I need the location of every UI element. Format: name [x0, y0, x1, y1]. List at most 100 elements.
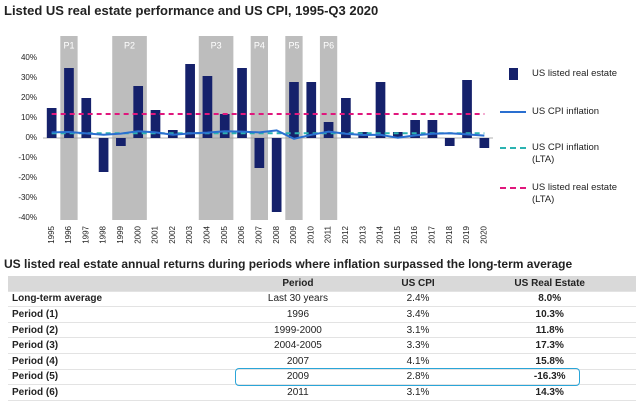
table-cell: 3.1%	[372, 322, 464, 339]
header-cell	[8, 276, 224, 292]
x-tick-label: 2009	[289, 225, 298, 243]
table-cell: 1999-2000	[223, 322, 373, 339]
header-cell: US CPI	[372, 276, 464, 292]
x-tick-label: 1999	[116, 225, 125, 243]
bar	[271, 138, 282, 212]
table-cell: 8.0%	[463, 291, 636, 308]
line	[51, 129, 485, 140]
y-tick-label: 30%	[21, 73, 37, 82]
bar	[254, 138, 265, 168]
bar	[202, 76, 213, 138]
legend-marker	[500, 147, 526, 149]
table-cell: Last 30 years	[223, 291, 373, 308]
bar	[306, 82, 317, 138]
table-cell: 14.3%	[463, 384, 636, 401]
x-tick-label: 1997	[81, 225, 90, 243]
period-label: P1	[63, 40, 74, 50]
x-tick-label: 2017	[428, 225, 437, 243]
y-tick-label: 10%	[21, 113, 37, 122]
table-cell: 1996	[223, 306, 373, 323]
x-tick-label: 2010	[306, 225, 315, 243]
table-cell: 2.4%	[372, 291, 464, 308]
legend-item: US CPI inflation	[500, 106, 622, 118]
x-tick-label: 2014	[376, 225, 385, 243]
bar	[444, 138, 455, 146]
x-tick-label: 2002	[168, 225, 177, 243]
legend-label: US CPI inflation	[532, 106, 600, 117]
table-row: Period (6) 2011 3.1% 14.3%	[8, 384, 636, 401]
table-row: Period (2) 1999-2000 3.1% 11.8%	[8, 322, 636, 339]
table-cell: 3.4%	[372, 306, 464, 323]
legend-label: US listed real estate	[532, 68, 618, 79]
x-tick-label: 2015	[393, 225, 402, 243]
y-tick-label: 20%	[21, 93, 37, 102]
chart-title: Listed US real estate performance and US…	[4, 3, 379, 18]
period-label: P6	[323, 40, 334, 50]
table-row: Period (3) 2004-2005 3.3% 17.3%	[8, 337, 636, 354]
table-cell: 4.1%	[372, 353, 464, 370]
bar	[341, 98, 351, 138]
x-tick-label: 2003	[185, 225, 194, 243]
table-cell: 10.3%	[463, 306, 636, 323]
legend-swatch	[500, 142, 526, 154]
x-tick-label: 2004	[203, 225, 212, 243]
table-cell: 2.8%	[372, 369, 464, 386]
legend-marker	[500, 111, 526, 113]
legend-swatch	[500, 106, 526, 118]
table-cell: 11.8%	[463, 322, 636, 339]
x-tick-label: 2018	[445, 225, 454, 243]
table-cell: -16.3%	[463, 369, 636, 386]
table-cell: 3.3%	[372, 337, 464, 354]
table-cell: Period (4)	[8, 353, 224, 370]
table-row: Period (5) 2009 2.8% -16.3%	[8, 369, 636, 386]
legend-item: US listed real estate	[500, 68, 622, 80]
bar	[46, 108, 57, 138]
x-tick-label: 2001	[151, 225, 160, 243]
bar	[81, 98, 92, 138]
table-cell: 2009	[223, 369, 373, 386]
bar	[410, 120, 420, 138]
bar	[185, 64, 195, 138]
x-tick-label: 2008	[272, 225, 281, 243]
x-tick-label: 2020	[479, 225, 488, 243]
period-shade	[250, 36, 268, 220]
y-tick-label: -10%	[18, 153, 37, 162]
x-tick-label: 2006	[237, 225, 246, 243]
x-tick-label: 2016	[410, 225, 419, 243]
legend-label: US CPI inflation (LTA)	[532, 142, 600, 165]
y-tick-label: 40%	[21, 53, 37, 62]
bar	[64, 68, 74, 138]
x-tick-label: 2012	[341, 225, 350, 243]
legend-label: US listed real estate (LTA)	[532, 182, 618, 205]
highlight-box	[235, 368, 580, 386]
x-tick-label: 2007	[254, 225, 263, 243]
table-cell: 17.3%	[463, 337, 636, 354]
table-cell: 2011	[223, 384, 373, 401]
legend-swatch	[500, 68, 526, 80]
table-row: Period (1) 1996 3.4% 10.3%	[8, 306, 636, 323]
bar	[289, 82, 299, 138]
table-cell: Period (3)	[8, 337, 224, 354]
bar	[98, 138, 109, 172]
table-row: Long-term average Last 30 years 2.4% 8.0%	[8, 291, 636, 308]
bar	[323, 122, 334, 138]
bar	[133, 86, 144, 138]
x-tick-label: 2019	[462, 225, 471, 243]
bar	[375, 82, 386, 138]
x-tick-label: 1995	[47, 225, 56, 243]
table-cell: Period (1)	[8, 306, 224, 323]
y-tick-label: -40%	[18, 213, 37, 222]
legend-marker	[508, 68, 518, 80]
table-cell: Period (6)	[8, 384, 224, 401]
table-cell: 2004-2005	[223, 337, 373, 354]
bar	[219, 114, 230, 138]
bar	[150, 110, 161, 138]
bar	[237, 68, 247, 138]
bar	[116, 138, 126, 146]
x-tick-label: 2000	[133, 225, 142, 243]
table-cell: Period (5)	[8, 369, 224, 386]
table-cell: 2007	[223, 353, 373, 370]
period-label: P4	[254, 40, 265, 50]
